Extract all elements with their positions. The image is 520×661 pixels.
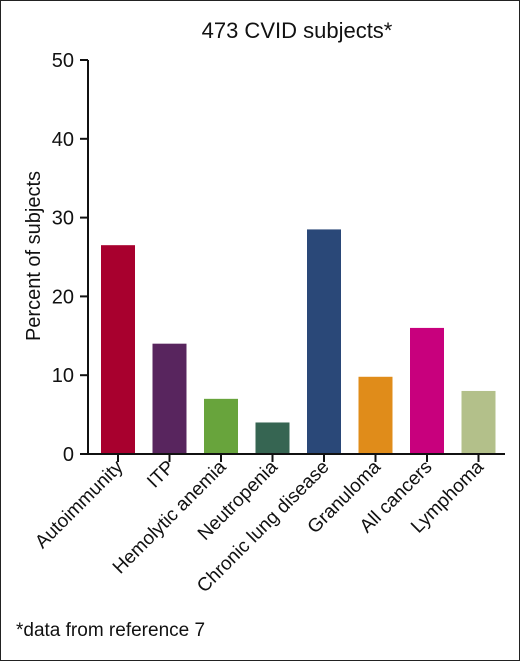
y-tick-label: 40 — [52, 129, 74, 151]
y-tick-label: 30 — [52, 208, 74, 230]
y-axis: 0 10 20 30 40 50 — [52, 50, 89, 466]
bar — [152, 343, 187, 454]
bar — [255, 422, 290, 454]
x-axis — [87, 453, 505, 462]
y-tick-label: 0 — [63, 444, 74, 466]
bar — [358, 376, 393, 454]
y-tick-label: 10 — [52, 365, 74, 387]
bar — [461, 390, 496, 454]
bar — [307, 229, 341, 454]
y-tick-label: 50 — [52, 50, 74, 72]
bar — [101, 245, 135, 454]
category-label: ITP — [143, 457, 179, 493]
category-label: Autoimmunity — [31, 456, 128, 553]
bars — [101, 229, 496, 454]
y-axis-label: Percent of subjects — [23, 171, 45, 341]
bar — [204, 398, 238, 454]
bar — [410, 327, 444, 454]
footnote: *data from reference 7 — [16, 620, 206, 641]
y-tick-label: 20 — [52, 286, 74, 308]
chart-title: 473 CVID subjects* — [202, 18, 393, 43]
